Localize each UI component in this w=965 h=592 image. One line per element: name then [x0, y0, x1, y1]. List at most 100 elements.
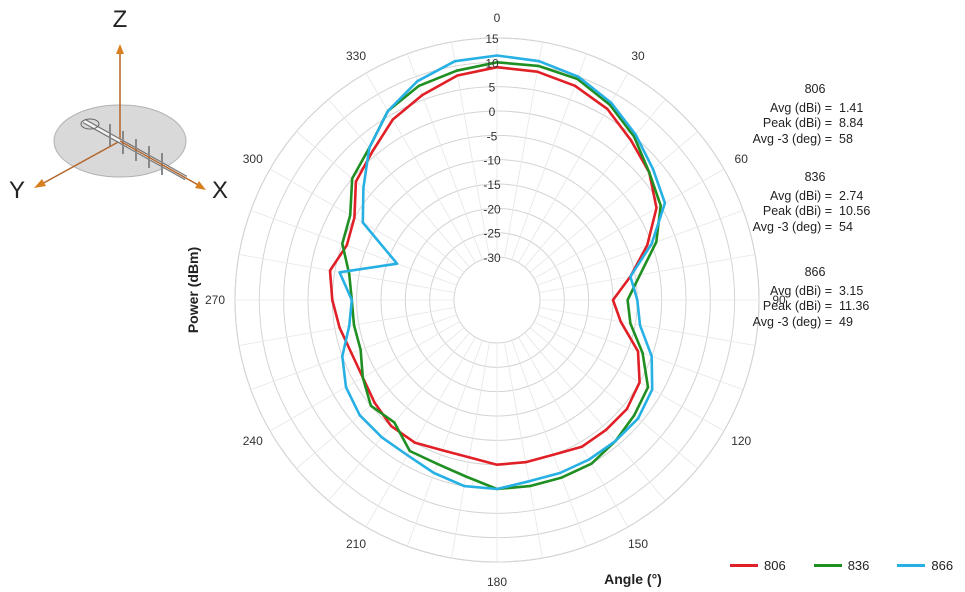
r-tick-label: -30: [483, 251, 501, 265]
r-tick-label: 5: [489, 81, 496, 95]
grid-spoke: [504, 342, 543, 559]
y-axis-title: Power (dBm): [185, 247, 201, 333]
x-axis-arrow-icon: [195, 181, 206, 190]
angle-tick-label: 0: [494, 11, 501, 25]
stat-value: 10.56: [839, 204, 871, 218]
series-line-806: [328, 65, 658, 467]
grid-spoke: [534, 321, 725, 432]
radial-tick-labels: 15 10 5 0 -5 -10 -15 -20 -25 -30: [483, 32, 501, 265]
angle-tick-label: 150: [628, 537, 648, 551]
r-tick-label: 0: [489, 105, 496, 119]
grid-spoke: [328, 99, 470, 268]
stat-label: Avg -3 (deg) =: [752, 131, 832, 146]
grid-spoke: [537, 210, 744, 286]
legend-item-836: 836: [813, 558, 869, 573]
x-axis-title: Angle (°): [604, 571, 662, 587]
y-axis-arrow-icon: [34, 179, 46, 188]
legend: 806 836 866: [730, 558, 965, 573]
grid-spoke: [365, 337, 476, 528]
r-tick-label: -25: [483, 227, 501, 241]
angle-tick-label: 120: [731, 434, 751, 448]
z-axis-arrow-icon: [116, 44, 124, 54]
legend-label: 866: [931, 558, 954, 573]
stats-heading: 836: [804, 170, 826, 184]
stat-value: 54: [839, 219, 853, 234]
stat-value: 8.84: [839, 116, 864, 130]
stat-row: Peak (dBi) = 11.36: [720, 299, 890, 315]
stat-value: 2.74: [839, 188, 864, 203]
grid-spoke: [238, 254, 455, 293]
grid-spoke: [451, 342, 490, 559]
stat-value: 11.36: [839, 299, 870, 313]
stats-heading: 866: [804, 265, 826, 279]
stats-806: 806 Avg (dBi) = 1.41 Peak (dBi) = 8.84 A…: [720, 82, 890, 147]
stat-row: Avg -3 (deg) = 49: [720, 315, 890, 331]
antenna-orientation-diagram: Z Y X: [9, 6, 228, 204]
grid-spoke: [238, 307, 455, 346]
stat-row: Avg (dBi) = 1.41: [720, 101, 890, 117]
x-axis-line: [119, 140, 201, 187]
legend-swatch: [730, 564, 758, 567]
grid-spoke: [511, 340, 587, 547]
legend-swatch: [897, 564, 926, 567]
angle-tick-label: 60: [735, 152, 749, 166]
grid-spoke: [518, 337, 629, 528]
r-tick-label: -5: [487, 129, 498, 143]
series-layer: [328, 54, 667, 491]
grid-spoke: [407, 53, 483, 260]
stat-label: Avg -3 (deg) =: [752, 314, 832, 329]
grid-spoke: [511, 53, 587, 260]
grid-spoke: [539, 307, 756, 346]
angle-tick-label: 240: [243, 434, 263, 448]
stat-label: Peak (dBi) =: [762, 299, 832, 313]
stat-value: 58: [839, 131, 853, 146]
grid-spoke: [328, 332, 470, 501]
y-axis-line: [39, 140, 121, 186]
grid-spoke: [539, 254, 756, 293]
stat-label: Peak (dBi) =: [762, 204, 832, 218]
angle-tick-label: 300: [243, 152, 263, 166]
z-axis-label: Z: [113, 6, 128, 33]
stat-label: Avg (dBi) =: [770, 100, 832, 115]
angle-tick-label: 30: [631, 49, 645, 63]
grid-spoke: [365, 72, 476, 263]
grid-ring: [453, 256, 541, 344]
grid-spoke: [504, 41, 543, 258]
stat-value: 3.15: [839, 283, 864, 298]
angle-tick-label: 210: [346, 537, 366, 551]
stat-label: Avg (dBi) =: [770, 188, 832, 203]
grid-spoke: [524, 332, 666, 501]
r-tick-label: -20: [483, 202, 501, 216]
angle-tick-label: 270: [205, 293, 225, 307]
grid-spoke: [269, 321, 460, 432]
grid-spoke: [250, 210, 457, 286]
grid-spoke: [296, 327, 465, 469]
stat-row: Avg -3 (deg) = 54: [720, 220, 890, 236]
legend-swatch: [813, 564, 842, 567]
stat-row: Peak (dBi) = 10.56: [720, 204, 890, 220]
stat-row: Avg -3 (deg) = 58: [720, 132, 890, 148]
grid-spoke: [407, 340, 483, 547]
r-tick-label: 10: [485, 56, 499, 70]
stat-row: Avg (dBi) = 2.74: [720, 189, 890, 205]
r-tick-label: -10: [483, 154, 501, 168]
grid-spoke: [524, 99, 666, 268]
y-axis-label: Y: [9, 177, 25, 204]
angle-tick-label: 330: [346, 49, 366, 63]
x-axis-label: X: [212, 177, 228, 204]
grid-spoke: [537, 314, 744, 390]
series-line-866: [338, 54, 667, 491]
legend-item-806: 806: [730, 558, 786, 573]
r-tick-label: -15: [483, 178, 501, 192]
stat-label: Avg -3 (deg) =: [752, 219, 832, 234]
stat-value: 1.41: [839, 100, 864, 115]
stat-label: Avg (dBi) =: [770, 283, 832, 298]
stat-row: Peak (dBi) = 8.84: [720, 116, 890, 132]
angle-tick-label: 180: [487, 575, 507, 589]
legend-label: 806: [764, 558, 786, 573]
grid-spoke: [451, 41, 490, 258]
stats-836: 836 Avg (dBi) = 2.74 Peak (dBi) = 10.56 …: [720, 170, 890, 235]
grid-spoke: [534, 168, 725, 279]
